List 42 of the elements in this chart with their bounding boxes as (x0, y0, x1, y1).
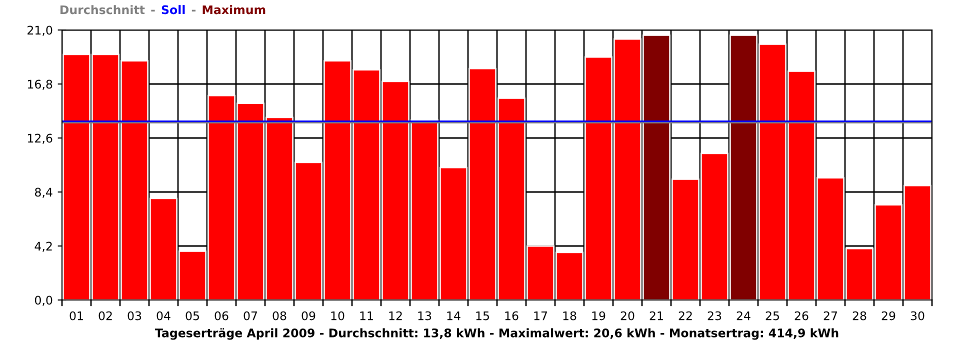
x-tick-label: 04 (156, 311, 170, 320)
x-tick-label: 28 (852, 311, 866, 320)
x-tick-label: 16 (505, 311, 518, 320)
text: Maximum (202, 5, 266, 14)
y-tick-label: 4,2 (34, 242, 52, 252)
x-tick-label: 25 (766, 311, 779, 320)
x-tick-label: 17 (534, 311, 547, 320)
x-tick-label: 27 (824, 311, 837, 320)
x-tick-label: 06 (214, 311, 228, 320)
x-tick-label: 21 (650, 311, 663, 320)
x-tick-label: 05 (186, 311, 199, 320)
x-tick-label: 22 (678, 311, 692, 320)
x-tick-label: 09 (302, 311, 316, 320)
y-tick-label: 21,0 (28, 26, 52, 36)
x-tick-label: 15 (476, 311, 489, 320)
x-tick-label: 26 (794, 311, 808, 320)
x-tick-label: 19 (592, 311, 606, 320)
x-tick-label: 18 (563, 311, 576, 320)
x-tick-label: 08 (272, 311, 286, 320)
x-tick-label: 30 (910, 311, 924, 320)
x-tick-label: 13 (418, 311, 432, 320)
x-tick-label: 14 (447, 311, 460, 320)
x-tick-label: 29 (882, 311, 896, 320)
text: - (192, 10, 196, 12)
y-tick-label: 8,4 (35, 188, 52, 198)
x-tick-label: 23 (708, 311, 722, 320)
x-tick-label: 10 (331, 311, 344, 320)
x-tick-label: 03 (128, 311, 142, 320)
x-tick-label: 11 (360, 311, 373, 320)
x-tick-label: 07 (244, 311, 257, 320)
y-tick-label: 16,8 (28, 80, 52, 90)
y-tick-label: 0,0 (34, 296, 52, 306)
x-tick-label: 24 (736, 311, 750, 320)
x-tick-label: 20 (620, 311, 634, 320)
text: - (151, 10, 155, 12)
ref-line-label: Soll (162, 5, 185, 14)
x-tick-label: 02 (98, 311, 112, 320)
x-tick-label: 01 (70, 311, 83, 320)
x-tick-label: 12 (389, 311, 402, 320)
x-axis-title: Tageserträge April 2009 - Durchschnitt: 13,8 kWh - Maximalwert: 20,6 kWh - Monatsertrag: 414,9 kWh (154, 328, 838, 340)
ref-line-label: Durchschnitt (60, 5, 145, 14)
y-tick-label: 12,6 (28, 134, 52, 144)
